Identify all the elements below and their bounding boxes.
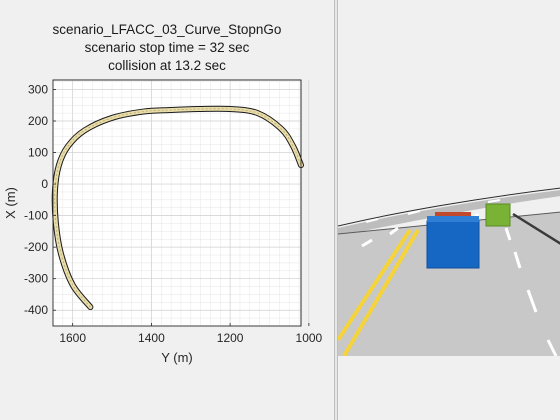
plot-title-line-3: collision at 13.2 sec (108, 58, 226, 73)
x-tick-label: 1400 (138, 331, 165, 345)
bird-eye-plot-panel: scenario_LFACC_03_Curve_StopnGo scenario… (0, 0, 335, 420)
x-axis-label: Y (m) (161, 350, 193, 365)
road-far-edge (338, 187, 560, 227)
white-dashed-lanes (361, 212, 558, 357)
plot-title-line-1: scenario_LFACC_03_Curve_StopnGo (52, 22, 282, 37)
y-tick-label: 0 (41, 177, 48, 191)
y-tick-label: -100 (24, 209, 48, 223)
scene-background-bottom (338, 356, 560, 420)
x-axis-ticks: 1600 1400 1200 1000 (59, 323, 323, 345)
grid (52, 80, 310, 327)
y-axis-ticks: 300 200 100 0 -100 -200 -300 -400 (24, 82, 56, 317)
plot-frame (52, 79, 302, 327)
ego-vehicle (426, 220, 480, 269)
scene-3d-view (338, 187, 560, 420)
x-tick-label: 1000 (296, 331, 323, 345)
ego-vehicle-roof (427, 216, 479, 222)
road-path (51, 105, 304, 311)
y-tick-label: 300 (28, 82, 48, 96)
x-tick-label: 1200 (217, 331, 244, 345)
y-tick-label: 200 (28, 114, 48, 128)
other-vehicle (485, 203, 511, 227)
road-right-edge (512, 212, 560, 245)
x-tick-label: 1600 (59, 331, 86, 345)
road-trajectory-chart: 1600 1400 1200 1000 3002001000-100-200-300-… (3, 79, 323, 365)
y-axis-label: X (m) (3, 187, 18, 219)
road-surface (338, 212, 560, 356)
y-tick-label: 100 (28, 146, 48, 160)
far-lane-markings (365, 199, 501, 223)
y-tick-label: -200 (24, 240, 48, 254)
yellow-lane-line-1 (338, 228, 412, 342)
road-centerline (54, 108, 302, 308)
y-tick-label: -400 (24, 303, 48, 317)
panel-divider (335, 0, 337, 420)
plot-title-line-2: scenario stop time = 32 sec (84, 40, 250, 55)
chase-camera-view (337, 0, 560, 420)
yellow-lane-line-2 (342, 228, 420, 358)
y-tick-label: -300 (24, 272, 48, 286)
